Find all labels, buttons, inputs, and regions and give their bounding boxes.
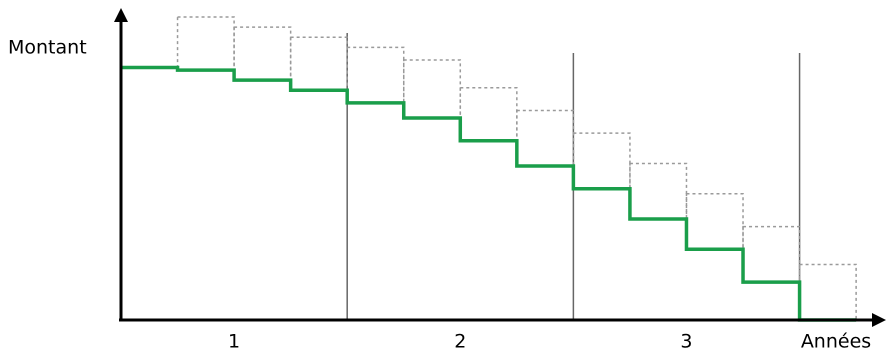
previous-step-box [289,36,348,92]
x-tick-label: 3 [680,331,692,353]
previous-step-box [233,26,292,81]
x-tick-label: 1 [228,331,240,353]
x-tick-label: 2 [454,331,466,353]
previous-step-box [685,193,744,251]
x-axis-label: Années [801,331,871,353]
previous-step-box [346,46,405,104]
step-line [121,65,857,322]
previous-step-box [516,109,575,167]
y-axis-arrow [114,8,128,22]
plot: 1 2 3 [121,16,857,353]
previous-step-box [459,86,518,142]
previous-step-box [629,162,688,220]
previous-step-box [572,132,631,190]
x-axis-arrow [872,313,886,327]
previous-step-box [742,225,801,283]
previous-step-box [402,59,462,119]
previous-step-box [798,263,857,321]
y-axis-label: Montant [8,37,87,59]
previous-step-box [176,16,235,71]
